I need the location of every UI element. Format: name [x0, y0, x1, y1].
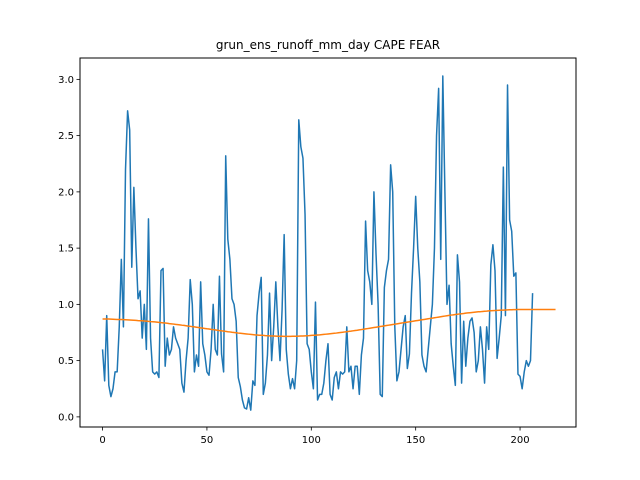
y-tick-label: 1.0 [58, 300, 74, 311]
chart-title: grun_ens_runoff_mm_day CAPE FEAR [216, 38, 440, 52]
series-layer [101, 75, 556, 411]
x-tick-label: 200 [511, 435, 530, 446]
series-line-1 [101, 75, 534, 411]
y-tick-label: 1.5 [58, 244, 74, 255]
y-tick-label: 3.0 [58, 75, 74, 86]
x-tick-label: 100 [302, 435, 321, 446]
x-tick-label: 0 [99, 435, 105, 446]
x-tick-label: 50 [201, 435, 214, 446]
y-axis: 0.0 0.5 1.0 1.5 2.0 2.5 3.0 [58, 75, 80, 423]
y-tick-label: 0.0 [58, 412, 74, 423]
x-axis: 0 50 100 150 200 [99, 427, 530, 446]
y-tick-label: 0.5 [58, 356, 74, 367]
x-tick-label: 150 [406, 435, 425, 446]
series-line-2 [102, 308, 556, 338]
y-tick-label: 2.5 [58, 131, 74, 142]
plot-frame [79, 57, 577, 428]
y-tick-label: 2.0 [58, 187, 74, 198]
